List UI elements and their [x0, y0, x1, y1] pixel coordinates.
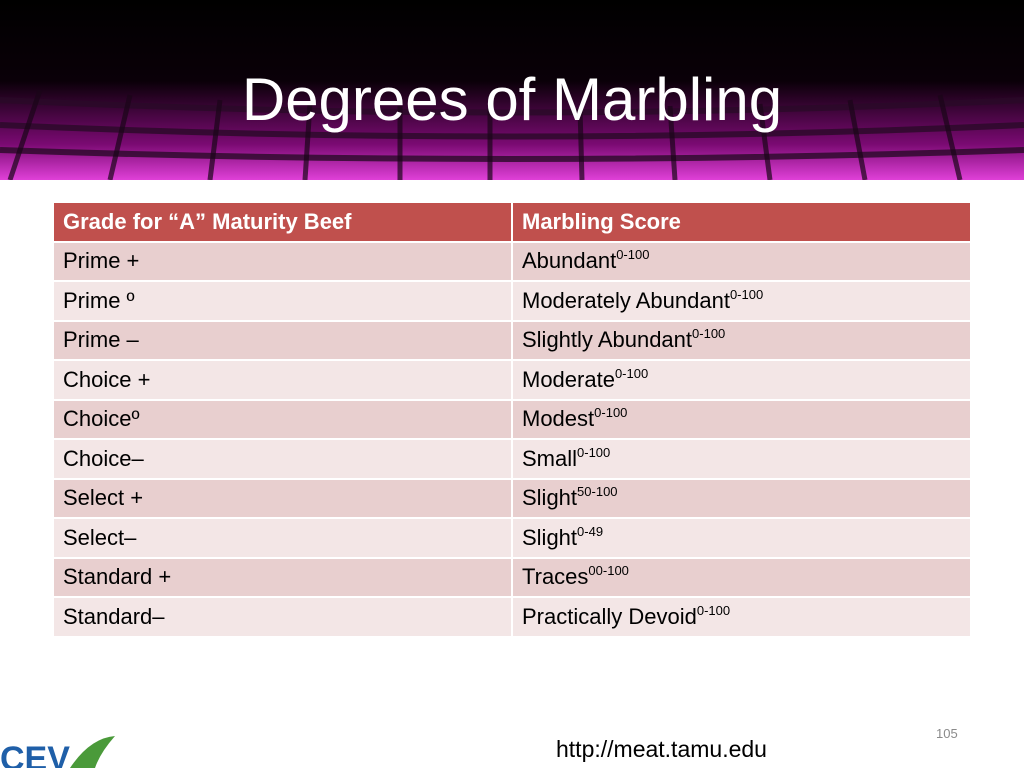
- logo-text: CEV: [0, 740, 70, 768]
- score-cell: Small0-100: [511, 438, 972, 480]
- score-range: 50-100: [577, 484, 618, 500]
- grade-cell: Standard–: [52, 596, 513, 638]
- table-row: Standard + Traces00-100: [52, 556, 972, 598]
- score-range: 00-100: [588, 563, 629, 579]
- score-text: Slight: [522, 524, 578, 550]
- grade-cell: Prime º: [52, 280, 513, 322]
- score-text: Moderate: [522, 366, 615, 392]
- header-banner: [0, 0, 1024, 180]
- table-row: Standard– Practically Devoid0-100: [52, 596, 972, 638]
- grade-cell: Choice–: [52, 438, 513, 480]
- header-cell: Grade for “A” Maturity Beef: [52, 201, 513, 243]
- table-row: Choiceº Modest0-100: [52, 398, 972, 440]
- score-text: Slight: [522, 485, 578, 511]
- table-row: Prime – Slightly Abundant0-100: [52, 319, 972, 361]
- grade-cell: Choice +: [52, 359, 513, 401]
- score-text: Slightly Abundant: [522, 327, 693, 353]
- grade-cell: Select +: [52, 477, 513, 519]
- page-number: 105: [936, 726, 958, 741]
- score-text: Practically Devoid: [522, 603, 697, 629]
- score-text: Traces: [522, 564, 589, 590]
- grade-cell: Choiceº: [52, 398, 513, 440]
- score-text: Abundant: [522, 248, 617, 274]
- score-range: 0-100: [616, 247, 650, 263]
- table-row: Prime + Abundant0-100: [52, 240, 972, 282]
- score-range: 0-100: [696, 602, 731, 618]
- table-row: Select– Slight0-49: [52, 517, 972, 559]
- grade-cell: Prime +: [52, 240, 513, 282]
- grade-cell: Select–: [52, 517, 513, 559]
- header-cell: Marbling Score: [511, 201, 972, 243]
- score-range: 0-100: [614, 365, 649, 381]
- score-text: Moderately Abundant: [522, 287, 730, 313]
- score-range: 0-100: [594, 405, 628, 421]
- table-row: Prime º Moderately Abundant0-100: [52, 280, 972, 322]
- score-cell: Slightly Abundant0-100: [511, 319, 972, 361]
- score-cell: Abundant0-100: [511, 240, 972, 282]
- grade-cell: Prime –: [52, 319, 513, 361]
- score-range: 0-100: [692, 326, 726, 342]
- score-range: 0-100: [729, 286, 764, 302]
- score-cell: Practically Devoid0-100: [511, 596, 972, 638]
- score-cell: Traces00-100: [511, 556, 972, 598]
- score-cell: Slight0-49: [511, 517, 972, 559]
- score-range: 0-100: [577, 444, 611, 460]
- table-row: Select + Slight50-100: [52, 477, 972, 519]
- table-header-row: Grade for “A” Maturity Beef Marbling Sco…: [52, 201, 972, 243]
- score-cell: Slight50-100: [511, 477, 972, 519]
- score-text: Small: [522, 445, 578, 471]
- score-cell: Moderate0-100: [511, 359, 972, 401]
- table-row: Choice– Small0-100: [52, 438, 972, 480]
- score-cell: Modest0-100: [511, 398, 972, 440]
- table-row: Choice + Moderate0-100: [52, 359, 972, 401]
- slide-title: Degrees of Marbling: [241, 66, 783, 133]
- logo: CEV: [0, 736, 115, 768]
- score-cell: Moderately Abundant0-100: [511, 280, 972, 322]
- marbling-table: Grade for “A” Maturity Beef Marbling Sco…: [52, 201, 972, 638]
- footer-url: http://meat.tamu.edu: [556, 736, 767, 762]
- score-range: 0-49: [577, 523, 604, 539]
- grade-cell: Standard +: [52, 556, 513, 598]
- score-text: Modest: [522, 406, 595, 432]
